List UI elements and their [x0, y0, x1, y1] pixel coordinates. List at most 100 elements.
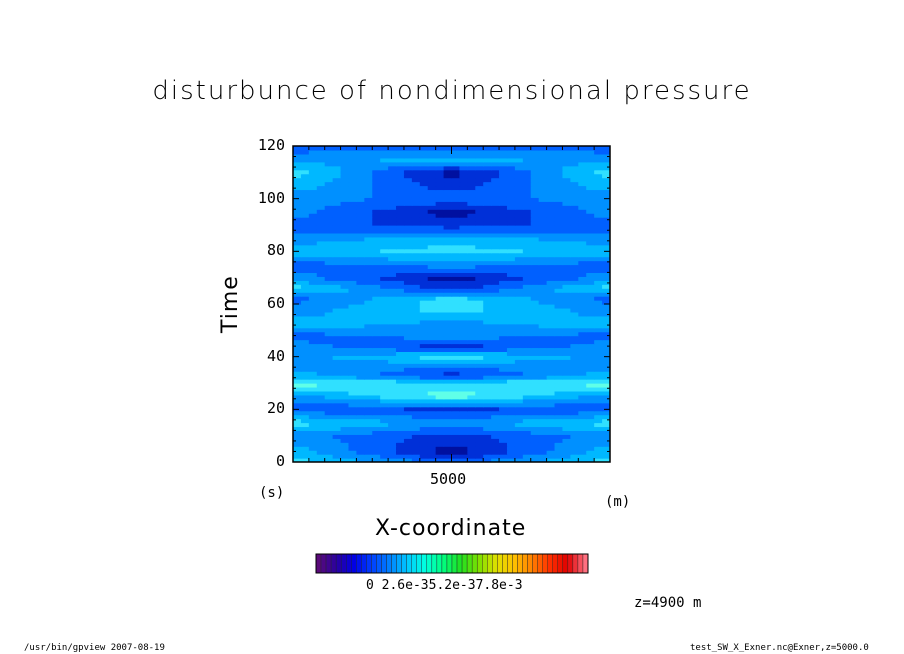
heatmap-cell: [530, 327, 540, 333]
heatmap-cell: [602, 165, 610, 171]
heatmap-cell: [586, 446, 595, 451]
colorbar-segment: [476, 553, 483, 574]
heatmap-cell: [530, 225, 540, 230]
heatmap-cell: [459, 232, 468, 238]
heatmap-cell: [372, 248, 381, 254]
heatmap-cell: [419, 205, 429, 210]
heatmap-cell: [427, 244, 437, 250]
heatmap-cell: [491, 264, 500, 270]
heatmap-cell: [570, 189, 579, 194]
heatmap-cell: [372, 165, 381, 171]
heatmap-cell: [522, 240, 532, 246]
heatmap-cell: [451, 414, 461, 420]
heatmap-cell: [491, 193, 500, 198]
heatmap-cell: [546, 197, 556, 202]
chart-title: disturbunce of nondimensional pressure: [152, 76, 752, 106]
heatmap-cell: [578, 272, 587, 277]
heatmap-cell: [403, 304, 413, 309]
heatmap-cell: [570, 402, 579, 408]
heatmap-cell: [388, 276, 397, 281]
heatmap-cell: [491, 315, 500, 321]
heatmap-cell: [546, 410, 556, 416]
heatmap-cell: [388, 209, 397, 214]
heatmap-cell: [475, 264, 484, 270]
heatmap-cell: [594, 153, 603, 159]
heatmap-cell: [562, 189, 571, 194]
heatmap-cell: [570, 339, 579, 345]
heatmap-cell: [522, 260, 532, 266]
heatmap-cell: [293, 153, 302, 159]
heatmap-cell: [538, 386, 548, 392]
heatmap-cell: [324, 351, 334, 356]
heatmap-cell: [340, 379, 350, 384]
heatmap-cell: [506, 446, 516, 451]
heatmap-cell: [435, 169, 445, 175]
heatmap-cell: [419, 327, 429, 333]
heatmap-cell: [348, 149, 357, 155]
heatmap-cell: [467, 331, 476, 337]
heatmap-cell: [388, 201, 397, 206]
heatmap-cell: [411, 307, 421, 313]
heatmap-cell: [332, 252, 342, 258]
heatmap-cell: [491, 355, 500, 360]
heatmap-cell: [427, 351, 437, 356]
heatmap-cell: [467, 304, 476, 309]
heatmap-cell: [388, 205, 397, 210]
heatmap-cell: [364, 228, 373, 234]
heatmap-cell: [506, 323, 516, 329]
heatmap-cell: [419, 240, 429, 246]
heatmap-cell: [578, 367, 587, 372]
heatmap-cell: [578, 339, 587, 345]
heatmap-cell: [483, 390, 492, 396]
heatmap-cell: [499, 217, 508, 222]
heatmap-cell: [332, 371, 342, 376]
heatmap-cell: [372, 292, 381, 297]
heatmap-cell: [419, 280, 429, 285]
heatmap-cell: [475, 256, 484, 262]
heatmap-cell: [499, 458, 508, 462]
heatmap-cell: [308, 256, 318, 262]
heatmap-cell: [578, 359, 587, 364]
heatmap-cell: [293, 205, 302, 210]
heatmap-cell: [602, 331, 610, 337]
heatmap-cell: [308, 371, 318, 376]
heatmap-cell: [308, 169, 318, 175]
heatmap-cell: [411, 434, 421, 439]
heatmap-cell: [427, 236, 437, 242]
heatmap-cell: [293, 418, 302, 424]
colorbar-segment: [451, 553, 458, 574]
heatmap-cell: [316, 331, 326, 337]
heatmap-cell: [475, 221, 484, 226]
heatmap-cell: [396, 446, 405, 451]
heatmap-cell: [443, 177, 453, 183]
heatmap-cell: [427, 157, 437, 163]
heatmap-cell: [316, 438, 326, 443]
heatmap-cell: [602, 149, 610, 155]
heatmap-cell: [514, 418, 524, 424]
heatmap-cell: [396, 343, 405, 349]
heatmap-cell: [538, 225, 548, 230]
heatmap-cell: [530, 319, 540, 325]
heatmap-cell: [499, 177, 508, 183]
heatmap-cell: [388, 213, 397, 218]
heatmap-cell: [538, 418, 548, 424]
heatmap-cell: [372, 149, 381, 155]
heatmap-cell: [324, 201, 334, 206]
heatmap-cell: [506, 197, 516, 202]
heatmap-cell: [340, 383, 350, 388]
heatmap-cell: [499, 181, 508, 187]
heatmap-cell: [332, 311, 342, 317]
heatmap-cell: [586, 418, 595, 424]
heatmap-cell: [499, 446, 508, 451]
y-tick-label-60: 60: [266, 294, 285, 312]
heatmap-cell: [554, 256, 564, 262]
heatmap-cell: [451, 323, 461, 329]
heatmap-cell: [578, 149, 587, 155]
heatmap-cell: [562, 327, 571, 333]
heatmap-cell: [459, 319, 468, 325]
z-level-annotation: z=4900 m: [634, 595, 702, 611]
heatmap-cell: [443, 157, 453, 163]
heatmap-cell: [411, 351, 421, 356]
heatmap-cell: [522, 177, 532, 183]
heatmap-cell: [546, 402, 556, 408]
